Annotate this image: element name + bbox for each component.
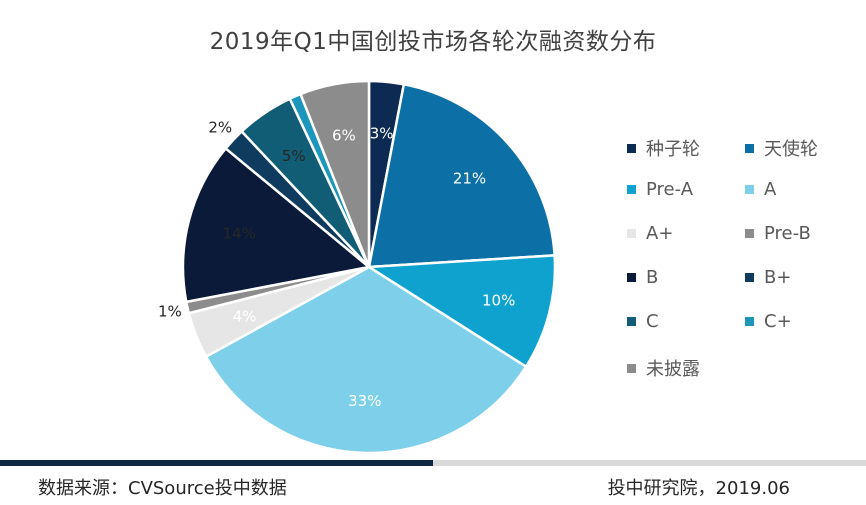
legend-label: 天使轮 — [764, 139, 818, 160]
legend-swatch — [745, 273, 754, 282]
slice-label-7: 2% — [208, 118, 232, 136]
legend-label: 未披露 — [646, 359, 700, 380]
legend-item: C — [627, 311, 659, 332]
slice-label-8: 5% — [282, 147, 306, 165]
legend-swatch — [627, 273, 636, 282]
legend-item: B — [627, 267, 658, 288]
legend-label: C+ — [764, 311, 792, 332]
slice-label-5: 1% — [158, 303, 182, 321]
legend-item: Pre-A — [627, 179, 693, 200]
legend-label: Pre-A — [646, 179, 694, 200]
slice-label-6: 14% — [223, 225, 256, 243]
legend-item: Pre-B — [745, 223, 811, 244]
legend-label: C — [646, 311, 659, 332]
legend-swatch — [745, 229, 754, 238]
legend-swatch — [627, 229, 636, 238]
slice-label-4: 4% — [233, 307, 257, 325]
legend-swatch — [627, 143, 636, 153]
slice-label-10: 6% — [332, 127, 356, 145]
legend-swatch — [627, 185, 636, 194]
pie-slice-2 — [367, 254, 557, 368]
legend-label: A — [764, 179, 777, 200]
legend-swatch — [745, 317, 754, 326]
slice-label-0: 3% — [370, 125, 394, 143]
legend-swatch — [745, 143, 754, 153]
source-note: 数据来源：CVSource投中数据 — [38, 478, 287, 499]
legend-swatch — [745, 185, 754, 194]
slice-label-1: 21% — [453, 169, 486, 187]
pie-slice-6 — [181, 147, 371, 304]
legend-item: 天使轮 — [745, 135, 818, 161]
legend-item: B+ — [745, 267, 791, 288]
slice-label-3: 33% — [348, 392, 381, 410]
legend-item: 未披露 — [627, 355, 700, 381]
credit-note: 投中研究院，2019.06 — [607, 478, 790, 499]
legend-item: 种子轮 — [627, 135, 700, 161]
legend-label: B — [646, 267, 659, 288]
legend-label: Pre-B — [764, 223, 811, 244]
footer-bar-light — [433, 460, 866, 466]
legend-swatch — [627, 363, 636, 373]
legend-label: B+ — [764, 267, 792, 288]
legend-label: A+ — [646, 223, 674, 244]
legend-item: A+ — [627, 223, 673, 244]
legend-swatch — [627, 317, 636, 326]
legend-label: 种子轮 — [646, 139, 700, 160]
footer-bar-dark — [0, 460, 433, 466]
pie-slice-1 — [367, 83, 556, 269]
slice-label-2: 10% — [482, 291, 515, 309]
legend-item: A — [745, 179, 776, 200]
chart-title: 2019年Q1中国创投市场各轮次融资数分布 — [209, 29, 657, 55]
legend-item: C+ — [745, 311, 792, 332]
pie-slice-10 — [299, 79, 371, 269]
